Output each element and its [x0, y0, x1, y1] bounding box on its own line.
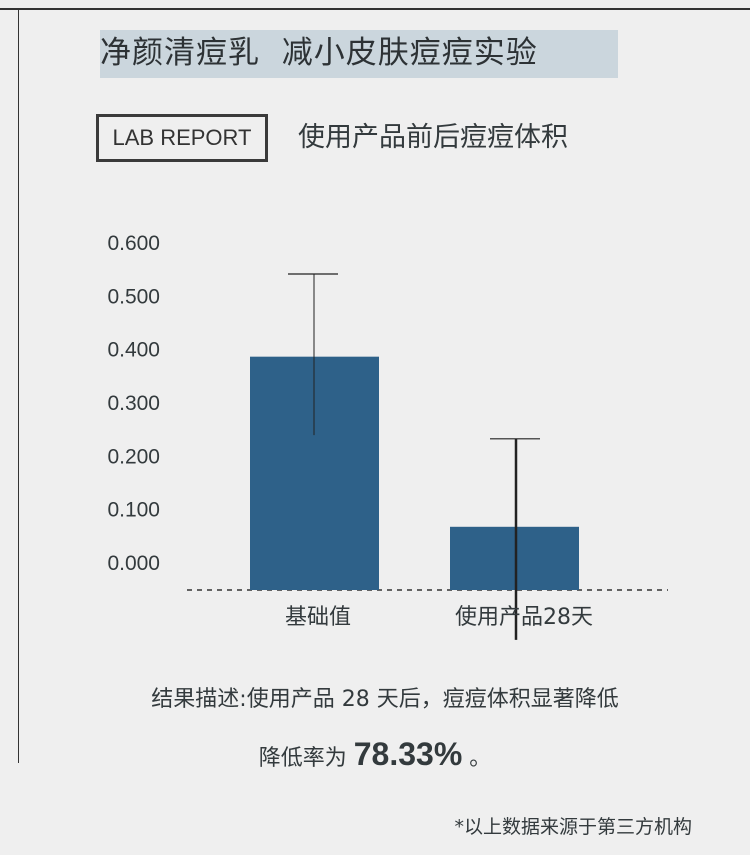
- footnote: *以上数据来源于第三方机构: [454, 816, 692, 838]
- rate-value: 78.33%: [353, 736, 463, 772]
- x-tick-label: 基础值: [285, 605, 351, 630]
- y-tick-label: 0.100: [107, 499, 160, 522]
- y-tick-label: 0.200: [107, 445, 160, 468]
- page-title: 净颜清痘乳 减小皮肤痘痘实验: [100, 30, 618, 78]
- chart-subtitle: 使用产品前后痘痘体积: [298, 122, 568, 153]
- y-tick-label: 0.400: [107, 339, 160, 362]
- x-tick-label: 使用产品28天: [455, 605, 593, 630]
- lab-report-badge: LAB REPORT: [96, 114, 268, 162]
- rate-suffix: 。: [462, 746, 492, 771]
- bar: [450, 526, 579, 590]
- y-tick-label: 0.000: [107, 552, 160, 575]
- y-tick-label: 0.500: [107, 285, 160, 308]
- top-border: [0, 8, 750, 10]
- rate-prefix: 降低率为: [258, 746, 354, 771]
- y-tick-label: 0.600: [107, 232, 160, 255]
- left-border: [18, 8, 19, 763]
- reduction-rate: 降低率为 78.33% 。: [0, 732, 750, 781]
- result-description: 结果描述:使用产品 28 天后，痘痘体积显著降低: [151, 687, 619, 712]
- y-tick-label: 0.300: [107, 392, 160, 415]
